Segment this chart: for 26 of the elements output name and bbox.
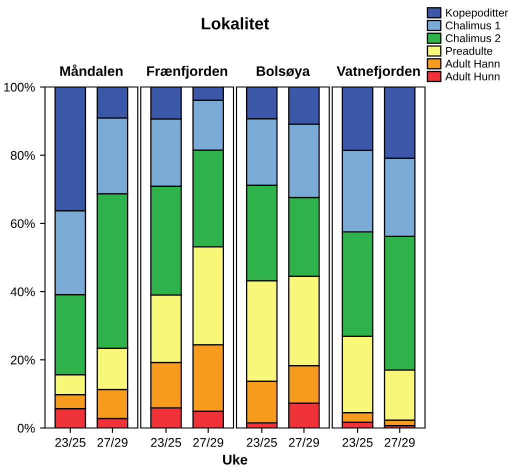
x-tick-label: 23/25 (246, 438, 277, 447)
x-tick-label: 23/25 (342, 438, 373, 447)
text: Uke (223, 454, 248, 465)
x-tick-label: 23/25 (55, 438, 86, 447)
legend-label: Preadulte (446, 46, 492, 55)
legend-label: Chalimus 2 (446, 34, 500, 42)
text: Lokalitet (202, 17, 270, 30)
y-tick-label: 40% (10, 287, 35, 296)
legend-label: Adult Hunn (445, 72, 500, 80)
legend-label: Chalimus 1 (446, 21, 500, 30)
y-tick-label: 60% (10, 219, 35, 228)
y-tick-label: 100% (4, 82, 35, 92)
x-tick-label: 23/25 (151, 438, 182, 447)
legend-label: Adult Hann (445, 60, 500, 68)
x-tick-label: 27/29 (288, 438, 320, 447)
legend-label: Kopepoditter (446, 8, 508, 19)
chart-title: Måndalen (60, 64, 123, 76)
x-tick-label: 27/29 (384, 438, 415, 447)
x-tick-label: 27/29 (97, 438, 128, 447)
chart-title: Frænfjorden (147, 66, 228, 79)
y-tick-label: 20% (10, 356, 35, 364)
y-tick-label: 80% (10, 151, 35, 160)
y-tick-label: 0% (18, 424, 35, 433)
chart-title: Vatnefjorden (336, 66, 420, 79)
chart-title: Bolsøya (256, 66, 310, 79)
x-tick-label: 27/29 (193, 438, 224, 447)
